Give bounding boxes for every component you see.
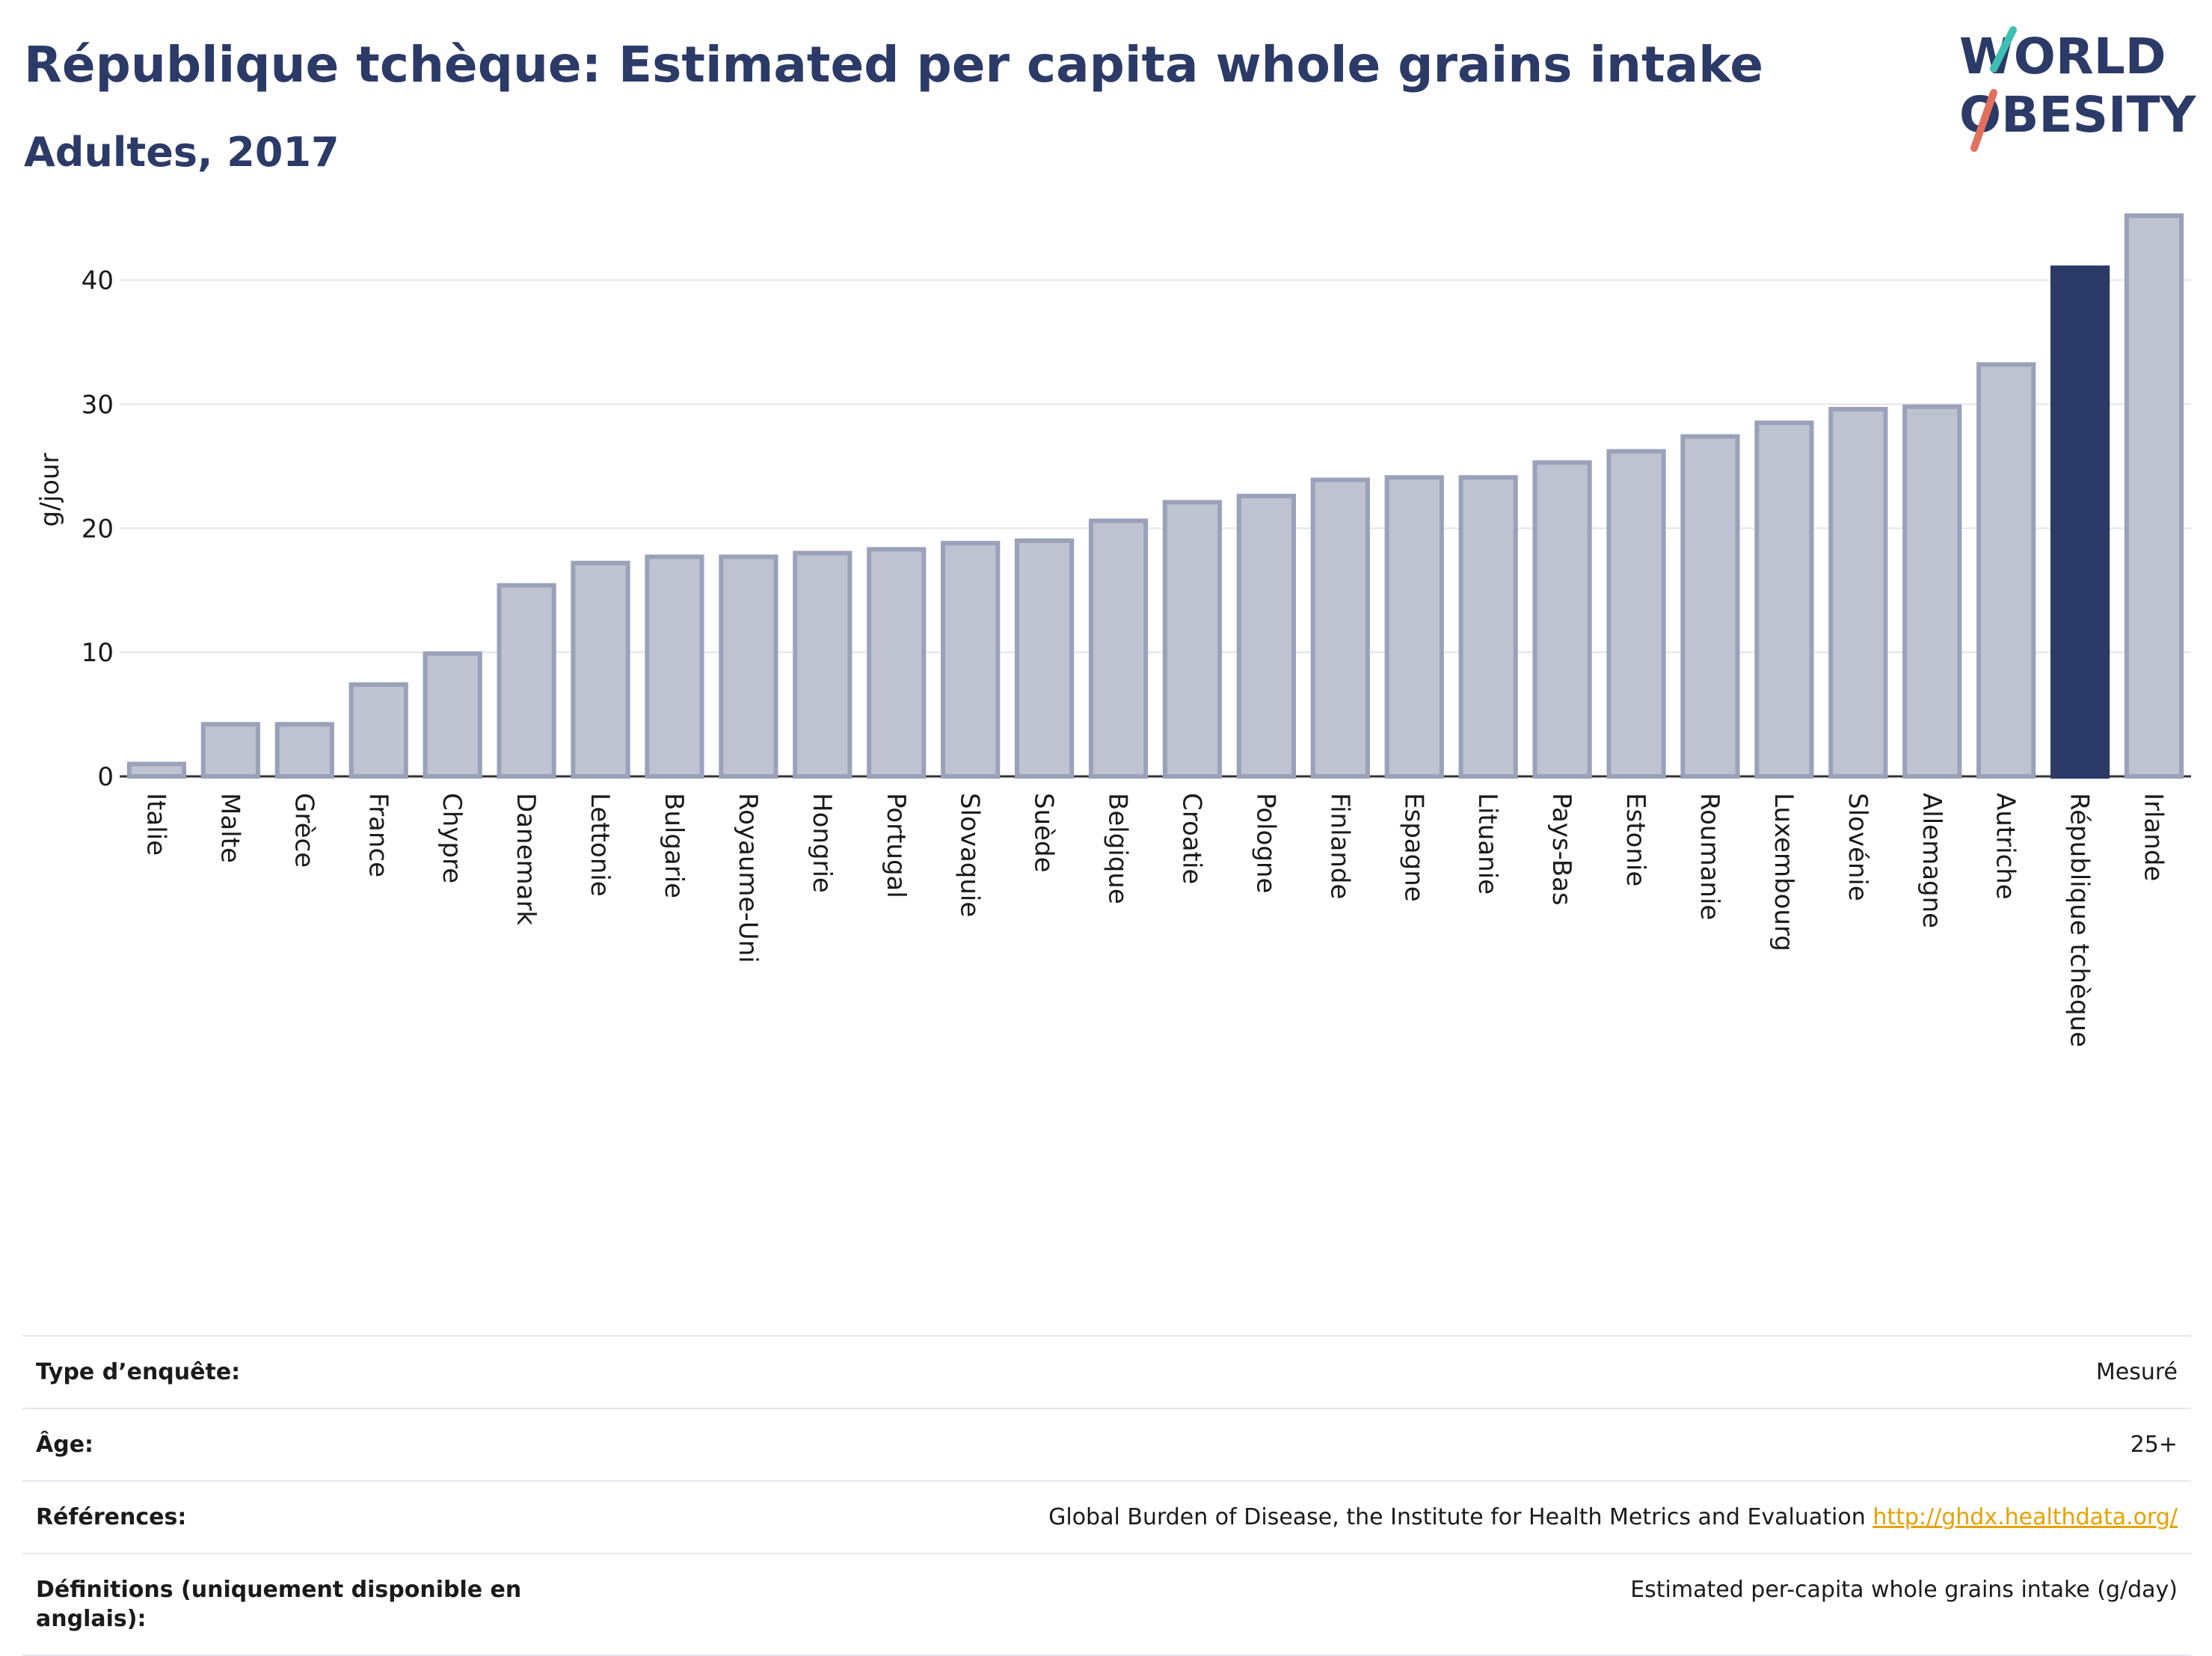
bar-italie[interactable] bbox=[126, 761, 187, 779]
x-category-label: Pays-Bas bbox=[1546, 793, 1576, 906]
info-row-references: Références: Global Burden of Disease, th… bbox=[22, 1480, 2191, 1553]
x-category-label: Luxembourg bbox=[1769, 793, 1798, 951]
logo-line1: WORLD bbox=[1959, 28, 2166, 85]
y-tick-label: 0 bbox=[97, 762, 114, 792]
survey-type-label: Type d’enquête: bbox=[36, 1359, 241, 1385]
bar-suède[interactable] bbox=[1015, 538, 1075, 779]
x-category-label: Suède bbox=[1029, 793, 1059, 873]
bar-france[interactable] bbox=[348, 682, 408, 779]
bar-bulgarie[interactable] bbox=[645, 554, 704, 779]
bar-belgique[interactable] bbox=[1088, 518, 1149, 779]
info-row-age: Âge: 25+ bbox=[22, 1408, 2191, 1480]
x-category-label: Italie bbox=[141, 793, 170, 856]
bar-luxembourg[interactable] bbox=[1754, 420, 1814, 779]
age-label: Âge: bbox=[36, 1432, 94, 1458]
x-category-label: France bbox=[363, 793, 393, 877]
bar-république-tchèque[interactable] bbox=[2050, 265, 2110, 779]
x-category-label: République tchèque bbox=[2065, 793, 2095, 1047]
chart-title: République tchèque: Estimated per capita… bbox=[24, 36, 1764, 93]
bar-pays-bas[interactable] bbox=[1532, 460, 1592, 779]
x-category-label: Roumanie bbox=[1695, 793, 1724, 920]
x-category-label: Portugal bbox=[881, 793, 911, 898]
bar-irlande[interactable] bbox=[2124, 213, 2184, 779]
x-category-label: Malte bbox=[215, 793, 245, 863]
x-category-label: Autriche bbox=[1991, 793, 2021, 900]
info-table: Type d’enquête: Mesuré Âge: 25+ Référenc… bbox=[22, 1335, 2191, 1656]
bar-danemark[interactable] bbox=[497, 583, 556, 779]
x-category-label: Grèce bbox=[289, 793, 319, 868]
x-category-label: Bulgarie bbox=[659, 793, 689, 898]
info-row-survey-type: Type d’enquête: Mesuré bbox=[22, 1335, 2191, 1408]
x-category-label: Finlande bbox=[1324, 793, 1354, 899]
bar-lettonie[interactable] bbox=[571, 560, 630, 779]
bar-chypre[interactable] bbox=[423, 651, 482, 779]
bar-estonie[interactable] bbox=[1606, 449, 1666, 779]
bar-slovaquie[interactable] bbox=[941, 541, 1001, 779]
x-category-label: Lettonie bbox=[585, 793, 615, 897]
logo-line2: OBESITY bbox=[1959, 86, 2197, 144]
x-category-label: Lituanie bbox=[1472, 793, 1502, 895]
age-value: 25+ bbox=[2130, 1432, 2178, 1458]
x-category-label: Belgique bbox=[1103, 793, 1133, 904]
x-category-label: Chypre bbox=[437, 793, 467, 883]
bar-lituanie[interactable] bbox=[1458, 475, 1518, 779]
y-tick-label: 10 bbox=[82, 638, 114, 668]
definitions-label: Définitions (uniquement disponible en an… bbox=[36, 1577, 522, 1632]
x-category-label: Espagne bbox=[1398, 793, 1428, 902]
x-category-label: Estonie bbox=[1620, 793, 1650, 886]
x-category-label: Pologne bbox=[1250, 793, 1280, 893]
bar-autriche[interactable] bbox=[1976, 362, 2036, 779]
bar-malte[interactable] bbox=[200, 722, 260, 779]
world-obesity-logo: WORLD OBESITY bbox=[1959, 26, 2197, 152]
survey-type-value: Mesuré bbox=[2095, 1359, 2178, 1385]
bar-slovénie[interactable] bbox=[1828, 407, 1888, 779]
chart-subtitle: Adultes, 2017 bbox=[24, 129, 340, 176]
x-category-label: Slovénie bbox=[1843, 793, 1872, 901]
x-category-label: Royaume-Uni bbox=[733, 793, 763, 963]
y-axis-label: g/jour bbox=[35, 453, 65, 527]
references-label: Références: bbox=[36, 1504, 187, 1530]
bar-allemagne[interactable] bbox=[1902, 404, 1962, 779]
x-category-label: Slovaquie bbox=[955, 793, 985, 917]
x-category-label: Hongrie bbox=[807, 793, 837, 893]
x-category-label: Croatie bbox=[1176, 793, 1206, 884]
bar-portugal[interactable] bbox=[867, 547, 927, 779]
bar-pologne[interactable] bbox=[1236, 494, 1296, 779]
x-category-label: Allemagne bbox=[1917, 793, 1947, 928]
y-tick-label: 40 bbox=[82, 266, 114, 296]
x-category-label: Danemark bbox=[511, 793, 541, 925]
bar-roumanie[interactable] bbox=[1680, 434, 1740, 779]
references-link[interactable]: http://ghdx.healthdata.org/ bbox=[1872, 1504, 2178, 1530]
bar-hongrie[interactable] bbox=[793, 551, 852, 779]
y-tick-label: 20 bbox=[82, 514, 114, 544]
bar-croatie[interactable] bbox=[1162, 500, 1223, 779]
bar-espagne[interactable] bbox=[1384, 475, 1444, 779]
y-tick-label: 30 bbox=[82, 390, 114, 420]
references-value: Global Burden of Disease, the Institute … bbox=[1048, 1504, 1866, 1530]
bar-grèce[interactable] bbox=[274, 722, 334, 779]
bar-chart: 0 10 20 30 40 Italie Malte Grèce France Chypre Da… bbox=[35, 213, 2191, 1047]
references-value-container: Global Burden of Disease, the Institute … bbox=[1035, 1482, 2191, 1553]
bar-royaume-uni[interactable] bbox=[719, 554, 778, 779]
bar-finlande[interactable] bbox=[1310, 477, 1370, 779]
definitions-value: Estimated per-capita whole grains intake… bbox=[1630, 1577, 2178, 1603]
x-category-label: Irlande bbox=[2139, 793, 2169, 881]
info-row-definitions: Définitions (uniquement disponible en an… bbox=[22, 1553, 2191, 1656]
